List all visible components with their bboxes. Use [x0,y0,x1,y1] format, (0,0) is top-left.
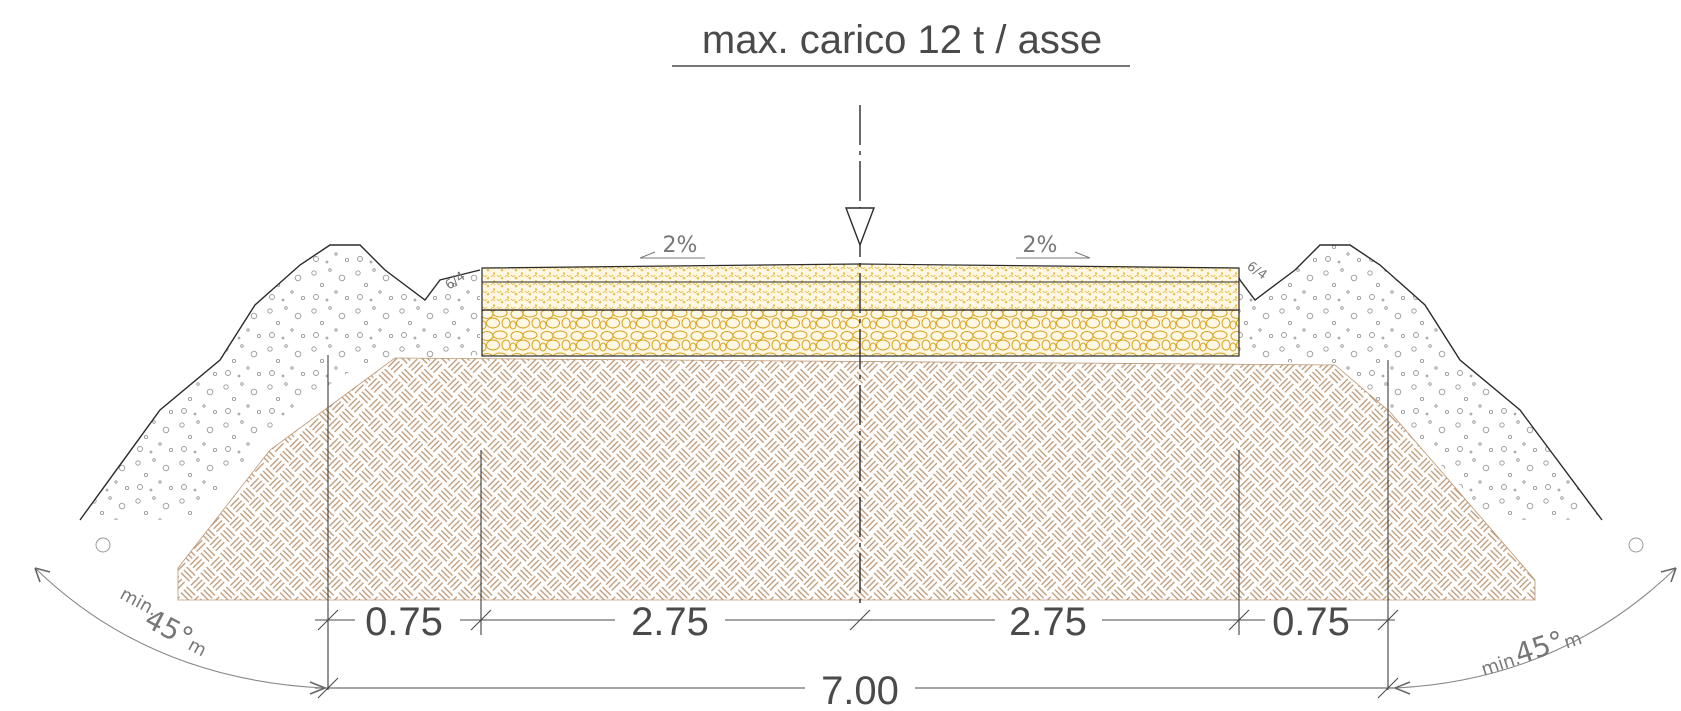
angle-arc-right-arrowhead-icon [1660,567,1677,583]
dim-segment-3: 2.75 [1009,600,1087,644]
slope-left-arrowhead-icon [639,251,656,259]
svg-text:m: m [1561,628,1584,653]
side-slope-right-label: 6/4 [1244,259,1270,283]
gravel-pebble [1628,537,1644,553]
slope-left-label: 2% [663,233,698,258]
svg-text:45°: 45° [1511,624,1568,671]
right-embankment-outline [1234,244,1603,521]
angle-arc-right-end-arrowhead-icon [1394,681,1411,695]
slope-right-label: 2% [1023,233,1058,258]
left-embankment-outline [79,244,481,521]
dimension-row-total [315,677,1399,699]
load-arrow-icon [844,207,876,247]
angle-arc-left-arrowhead-icon [34,567,51,583]
dim-segment-4: 0.75 [1272,600,1350,644]
dim-segment-2: 2.75 [631,600,709,644]
angle-label-right: min. 45° m [1479,624,1585,680]
subgrade-hatch [177,357,1536,601]
slope-right-arrowhead-icon [1074,251,1091,259]
page-title: max. carico 12 t / asse [702,18,1102,62]
angle-arc-left-end-arrowhead-icon [309,681,326,695]
angle-arc-left [34,567,326,689]
right-embankment [1235,245,1602,520]
gravel-pebble [95,537,111,553]
left-embankment [80,245,480,520]
dimension-row-segments [315,609,1399,631]
dim-total: 7.00 [821,669,899,711]
angle-arc-right [1394,567,1677,689]
dim-segment-1: 0.75 [365,600,443,644]
extension-lines [327,355,1389,690]
